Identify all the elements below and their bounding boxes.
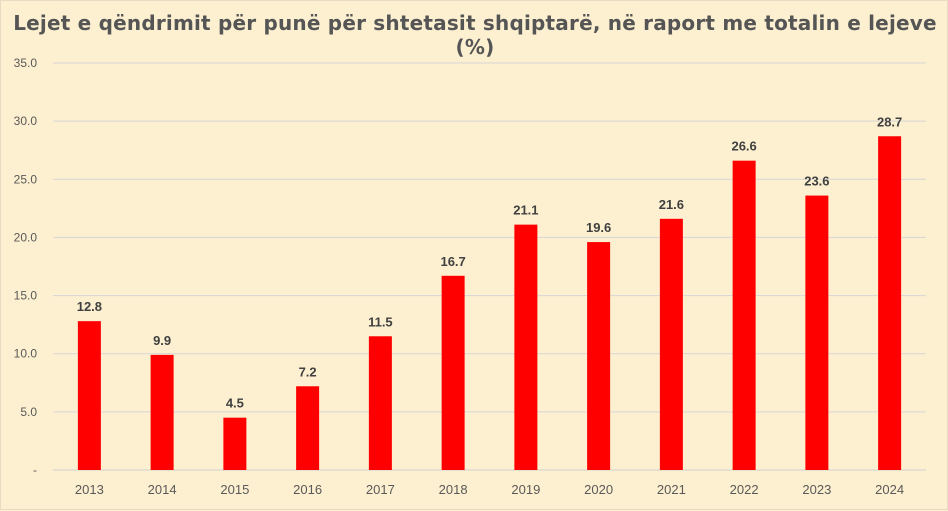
bar <box>805 195 829 470</box>
x-tick-label: 2014 <box>148 482 177 497</box>
x-tick-label: 2015 <box>220 482 249 497</box>
x-tick-label: 2022 <box>730 482 759 497</box>
bar <box>368 336 392 470</box>
bar <box>732 160 756 470</box>
data-label: 21.6 <box>659 197 684 212</box>
x-tick-label: 2019 <box>511 482 540 497</box>
y-tick-label: - <box>33 463 37 477</box>
data-label: 23.6 <box>804 174 829 189</box>
data-label: 19.6 <box>586 220 611 235</box>
bar <box>659 218 683 470</box>
y-tick-label: 15.0 <box>14 289 38 303</box>
x-tick-label: 2024 <box>875 482 904 497</box>
x-tick-label: 2016 <box>293 482 322 497</box>
data-label: 21.1 <box>513 203 538 218</box>
x-tick-label: 2023 <box>802 482 831 497</box>
data-label: 26.6 <box>731 139 756 154</box>
data-label: 9.9 <box>153 333 171 348</box>
data-label: 28.7 <box>877 114 902 129</box>
data-label: 7.2 <box>299 364 317 379</box>
bar <box>878 136 902 470</box>
y-tick-label: 35.0 <box>14 56 38 70</box>
bar <box>514 224 538 470</box>
data-label: 16.7 <box>440 254 465 269</box>
x-tick-label: 2017 <box>366 482 395 497</box>
bar <box>77 321 101 470</box>
bar <box>441 275 465 470</box>
y-tick-label: 25.0 <box>14 172 38 186</box>
x-tick-label: 2021 <box>657 482 686 497</box>
y-tick-label: 30.0 <box>14 114 38 128</box>
x-tick-label: 2020 <box>584 482 613 497</box>
bar <box>150 354 174 470</box>
bar <box>296 386 320 470</box>
x-tick-label: 2013 <box>75 482 104 497</box>
y-tick-label: 10.0 <box>14 347 38 361</box>
chart-title: Lejet e qëndrimit për punë për shtetasit… <box>13 11 937 59</box>
y-tick-label: 20.0 <box>14 230 38 244</box>
bar <box>223 417 247 470</box>
bar <box>587 242 611 470</box>
x-tick-label: 2018 <box>439 482 468 497</box>
data-label: 12.8 <box>77 299 102 314</box>
data-label: 4.5 <box>226 396 244 411</box>
data-label: 11.5 <box>368 314 393 329</box>
y-tick-label: 5.0 <box>20 405 37 419</box>
